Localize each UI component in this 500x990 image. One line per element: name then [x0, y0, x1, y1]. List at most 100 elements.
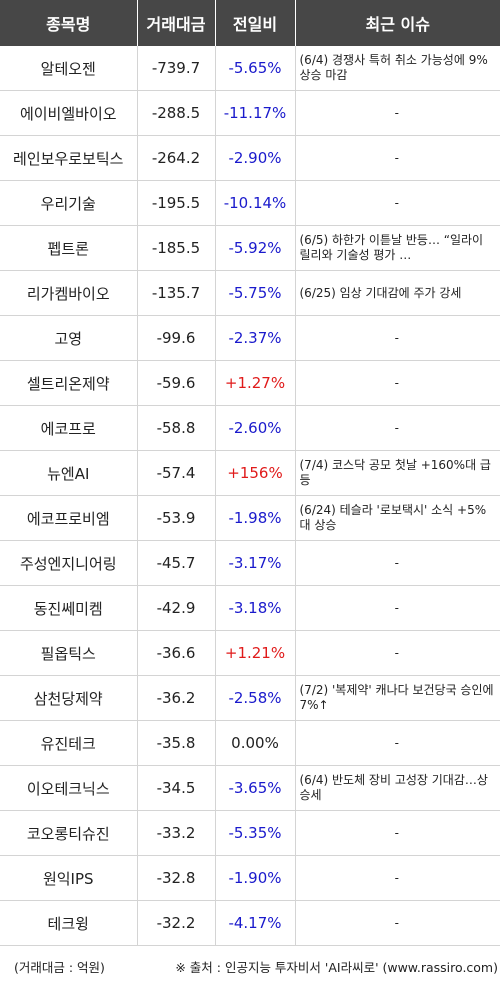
- recent-issue: -: [295, 900, 500, 946]
- stock-name: 펩트론: [0, 225, 138, 271]
- table-row: 동진쎄미켐 -42.9 -3.18% -: [0, 585, 500, 631]
- price-change: -2.58%: [215, 675, 296, 721]
- recent-issue: (6/4) 반도체 장비 고성장 기대감…상승세: [295, 765, 500, 811]
- stock-name: 주성엔지니어링: [0, 540, 138, 586]
- recent-issue: (6/25) 임상 기대감에 주가 강세: [295, 270, 500, 316]
- recent-issue: -: [295, 90, 500, 136]
- price-change: -11.17%: [215, 90, 296, 136]
- trade-volume: -264.2: [137, 135, 216, 181]
- recent-issue: -: [295, 540, 500, 586]
- price-change: -5.75%: [215, 270, 296, 316]
- stock-name: 에이비엘바이오: [0, 90, 138, 136]
- trade-volume: -32.8: [137, 855, 216, 901]
- stock-name: 삼천당제약: [0, 675, 138, 721]
- recent-issue: (6/24) 테슬라 '로보택시' 소식 +5%대 상승: [295, 495, 500, 541]
- trade-volume: -33.2: [137, 810, 216, 856]
- header-volume: 거래대금: [137, 0, 216, 46]
- table-row: 리가켐바이오 -135.7 -5.75% (6/25) 임상 기대감에 주가 강세: [0, 270, 500, 316]
- table-row: 에코프로비엠 -53.9 -1.98% (6/24) 테슬라 '로보택시' 소식 +5…: [0, 495, 500, 541]
- header-name: 종목명: [0, 0, 138, 46]
- stock-name: 고영: [0, 315, 138, 361]
- stock-name: 에코프로: [0, 405, 138, 451]
- table-row: 알테오젠 -739.7 -5.65% (6/4) 경쟁사 특허 취소 가능성에 9% …: [0, 46, 500, 91]
- source-note: ※ 출처 : 인공지능 투자비서 'AI라씨로' (www.rassiro.co…: [175, 960, 498, 975]
- trade-volume: -195.5: [137, 180, 216, 226]
- stock-name: 알테오젠: [0, 46, 138, 91]
- price-change: -1.90%: [215, 855, 296, 901]
- footer: (거래대금 : 억원) ※ 출처 : 인공지능 투자비서 'AI라씨로' (ww…: [0, 950, 500, 980]
- trade-volume: -36.2: [137, 675, 216, 721]
- stock-name: 동진쎄미켐: [0, 585, 138, 631]
- price-change: 0.00%: [215, 720, 296, 766]
- table-row: 에이비엘바이오 -288.5 -11.17% -: [0, 90, 500, 136]
- table-row: 원익IPS -32.8 -1.90% -: [0, 855, 500, 901]
- price-change: -10.14%: [215, 180, 296, 226]
- price-change: -2.37%: [215, 315, 296, 361]
- price-change: -1.98%: [215, 495, 296, 541]
- header-issue: 최근 이슈: [295, 0, 500, 46]
- stock-name: 뉴엔AI: [0, 450, 138, 496]
- table-body: 알테오젠 -739.7 -5.65% (6/4) 경쟁사 특허 취소 가능성에 9% …: [0, 46, 500, 946]
- stock-name: 유진테크: [0, 720, 138, 766]
- trade-volume: -53.9: [137, 495, 216, 541]
- price-change: -3.18%: [215, 585, 296, 631]
- stock-name: 에코프로비엠: [0, 495, 138, 541]
- table-row: 에코프로 -58.8 -2.60% -: [0, 405, 500, 451]
- recent-issue: (6/5) 하한가 이튿날 반등… “일라이 릴리와 기술성 평가 …: [295, 225, 500, 271]
- table-row: 테크윙 -32.2 -4.17% -: [0, 900, 500, 946]
- trade-volume: -58.8: [137, 405, 216, 451]
- stock-name: 원익IPS: [0, 855, 138, 901]
- price-change: -5.35%: [215, 810, 296, 856]
- table-row: 이오테크닉스 -34.5 -3.65% (6/4) 반도체 장비 고성장 기대감…상승…: [0, 765, 500, 811]
- trade-volume: -42.9: [137, 585, 216, 631]
- recent-issue: -: [295, 405, 500, 451]
- table-header-row: 종목명 거래대금 전일비 최근 이슈: [0, 0, 500, 46]
- price-change: -3.17%: [215, 540, 296, 586]
- table-row: 고영 -99.6 -2.37% -: [0, 315, 500, 361]
- table-row: 코오롱티슈진 -33.2 -5.35% -: [0, 810, 500, 856]
- price-change: -2.90%: [215, 135, 296, 181]
- recent-issue: -: [295, 180, 500, 226]
- recent-issue: -: [295, 855, 500, 901]
- stock-name: 셀트리온제약: [0, 360, 138, 406]
- stock-name: 우리기술: [0, 180, 138, 226]
- table-row: 레인보우로보틱스 -264.2 -2.90% -: [0, 135, 500, 181]
- stock-name: 레인보우로보틱스: [0, 135, 138, 181]
- price-change: -5.65%: [215, 46, 296, 91]
- price-change: -4.17%: [215, 900, 296, 946]
- recent-issue: -: [295, 360, 500, 406]
- recent-issue: -: [295, 135, 500, 181]
- recent-issue: (7/4) 코스닥 공모 첫날 +160%대 급등: [295, 450, 500, 496]
- trade-volume: -185.5: [137, 225, 216, 271]
- price-change: +156%: [215, 450, 296, 496]
- stock-name: 코오롱티슈진: [0, 810, 138, 856]
- stock-name: 테크윙: [0, 900, 138, 946]
- trade-volume: -35.8: [137, 720, 216, 766]
- recent-issue: (6/4) 경쟁사 특허 취소 가능성에 9% 상승 마감: [295, 46, 500, 91]
- recent-issue: (7/2) '복제약' 캐나다 보건당국 승인에 7%↑: [295, 675, 500, 721]
- trade-volume: -57.4: [137, 450, 216, 496]
- stock-name: 리가켐바이오: [0, 270, 138, 316]
- table-row: 유진테크 -35.8 0.00% -: [0, 720, 500, 766]
- table-row: 펩트론 -185.5 -5.92% (6/5) 하한가 이튿날 반등… “일라이 릴리…: [0, 225, 500, 271]
- recent-issue: -: [295, 630, 500, 676]
- recent-issue: -: [295, 315, 500, 361]
- trade-volume: -45.7: [137, 540, 216, 586]
- table-row: 셀트리온제약 -59.6 +1.27% -: [0, 360, 500, 406]
- price-change: -2.60%: [215, 405, 296, 451]
- table-row: 뉴엔AI -57.4 +156% (7/4) 코스닥 공모 첫날 +160%대 급등: [0, 450, 500, 496]
- header-change: 전일비: [215, 0, 296, 46]
- table-row: 필옵틱스 -36.6 +1.21% -: [0, 630, 500, 676]
- table-row: 우리기술 -195.5 -10.14% -: [0, 180, 500, 226]
- unit-note: (거래대금 : 억원): [14, 960, 105, 975]
- stock-name: 이오테크닉스: [0, 765, 138, 811]
- trade-volume: -34.5: [137, 765, 216, 811]
- trade-volume: -288.5: [137, 90, 216, 136]
- recent-issue: -: [295, 720, 500, 766]
- trade-volume: -739.7: [137, 46, 216, 91]
- price-change: +1.21%: [215, 630, 296, 676]
- table-row: 주성엔지니어링 -45.7 -3.17% -: [0, 540, 500, 586]
- recent-issue: -: [295, 585, 500, 631]
- table-row: 삼천당제약 -36.2 -2.58% (7/2) '복제약' 캐나다 보건당국 승인에…: [0, 675, 500, 721]
